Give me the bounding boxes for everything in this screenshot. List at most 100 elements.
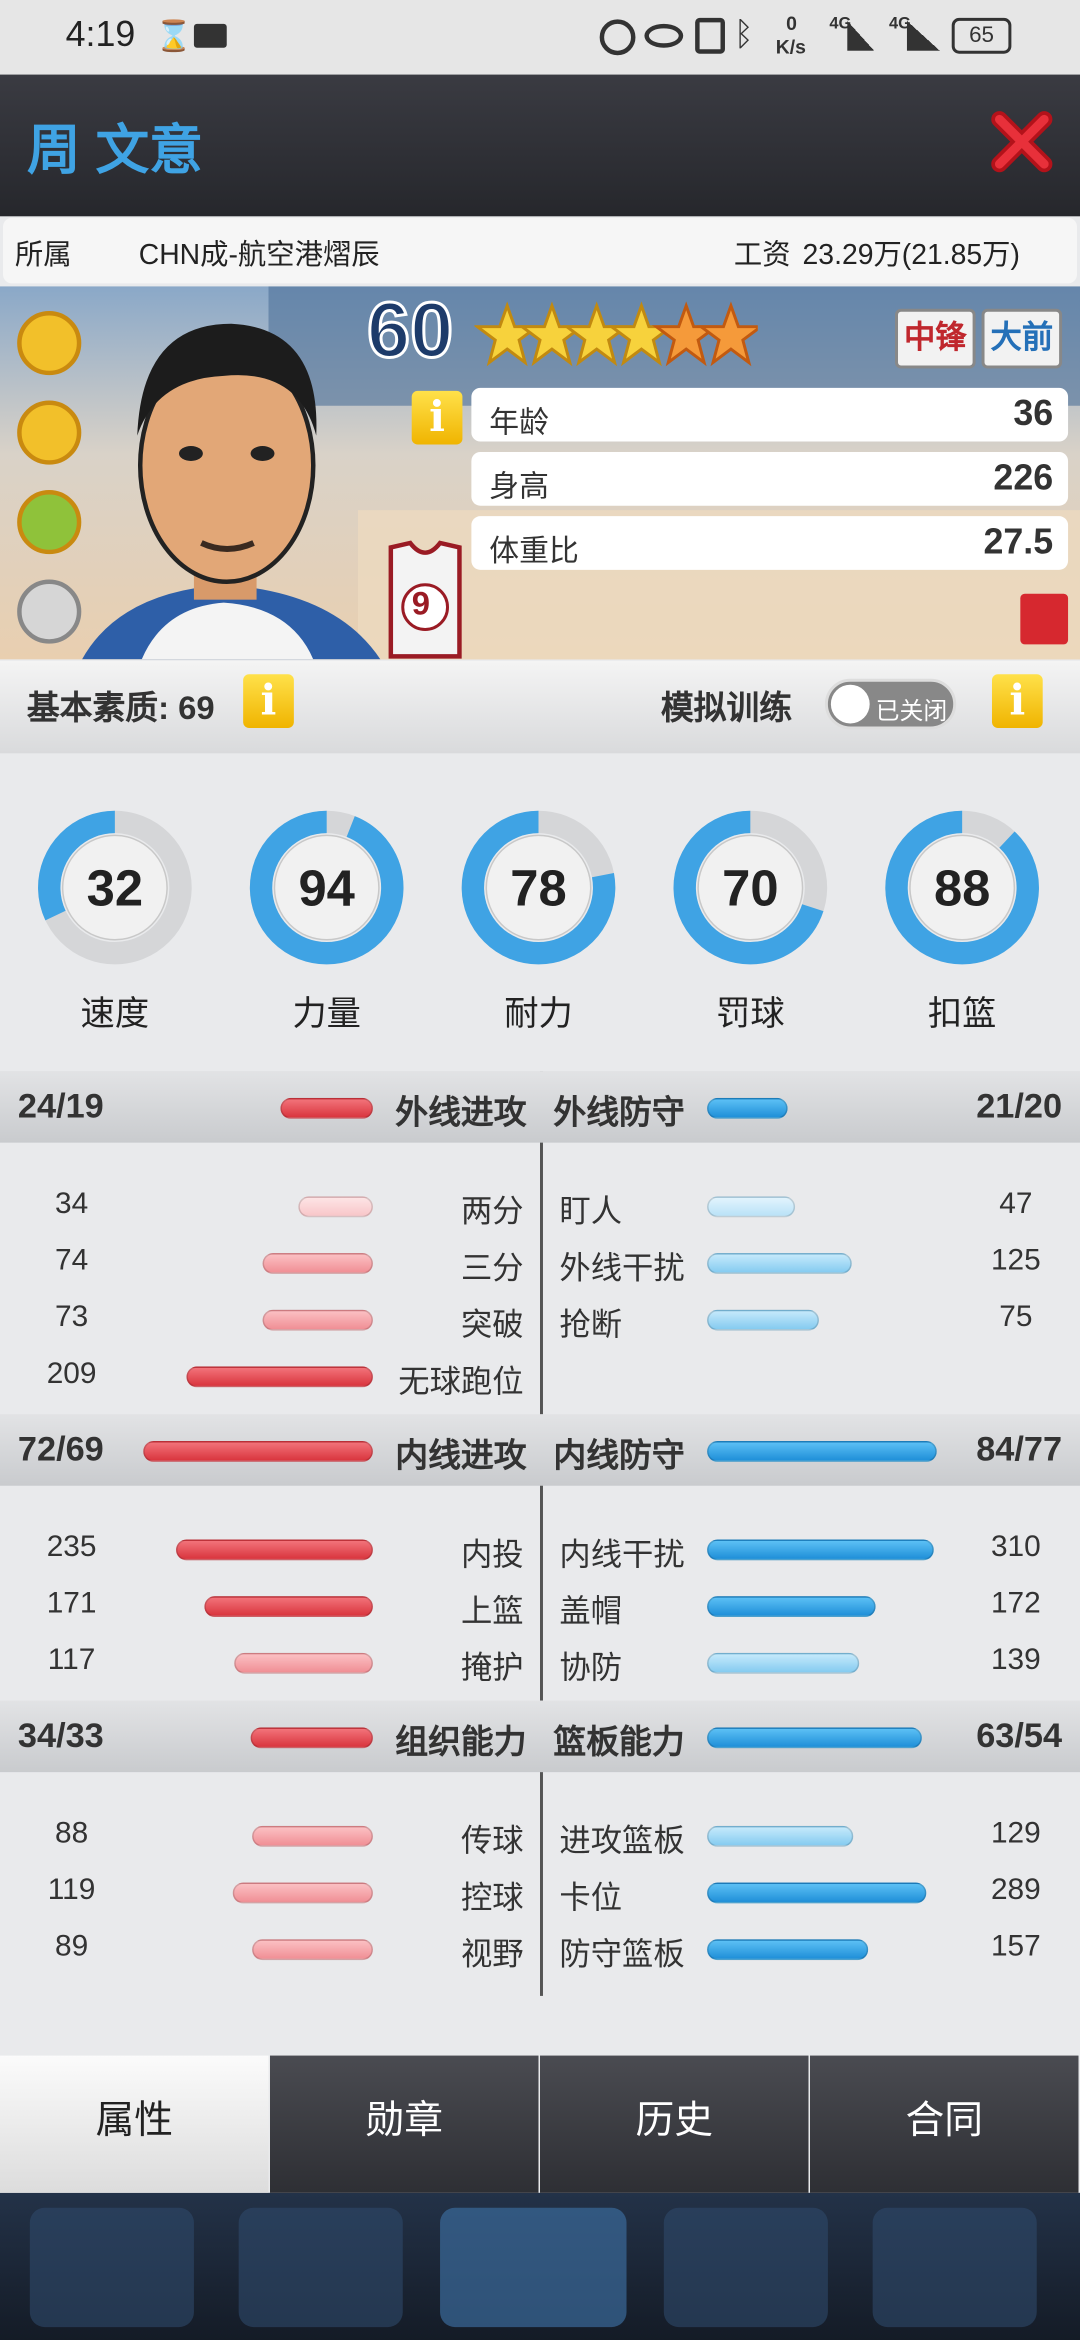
abilities: 32 速度 94 力量 78 耐力 70 罚球 88 扣篮 bbox=[38, 810, 1039, 1033]
ring-center bbox=[909, 834, 1016, 941]
attr-value: 172 bbox=[990, 1587, 1041, 1620]
eye bbox=[179, 446, 203, 461]
jersey-number-bg bbox=[401, 583, 450, 631]
section-title: 组织能力 bbox=[395, 1722, 527, 1761]
attr-label: 协防 bbox=[559, 1651, 623, 1686]
rating: 60 bbox=[365, 286, 454, 376]
attr-label: 外线干扰 bbox=[559, 1251, 685, 1286]
net-speed-unit: K/s bbox=[775, 35, 806, 59]
ring-center bbox=[697, 834, 804, 941]
star bbox=[517, 301, 587, 367]
ring-number: 88 bbox=[934, 859, 990, 916]
attr-value: 139 bbox=[990, 1643, 1041, 1677]
attr-value: 89 bbox=[55, 1930, 89, 1964]
stars bbox=[474, 301, 758, 367]
attr-bar bbox=[707, 1253, 852, 1274]
attr-label: 两分 bbox=[460, 1194, 524, 1230]
basics-bar: 基本素质: 69 i 模拟训练 已关闭 i bbox=[0, 660, 1080, 754]
attr-value: 125 bbox=[990, 1244, 1041, 1277]
attr-label: 三分 bbox=[460, 1251, 524, 1286]
basics-label: 基本素质: 69 bbox=[26, 689, 215, 727]
attr-bar bbox=[232, 1882, 373, 1904]
attr-label: 无球跑位 bbox=[398, 1364, 524, 1400]
attr-value: 310 bbox=[990, 1530, 1041, 1564]
position: 中锋 bbox=[895, 308, 976, 369]
stat-value: 226 bbox=[993, 457, 1054, 499]
attr-value: 117 bbox=[47, 1643, 96, 1677]
attr-bar bbox=[251, 1939, 373, 1961]
info-button[interactable]: i bbox=[243, 674, 294, 728]
section-bar bbox=[280, 1097, 373, 1119]
nav-item[interactable] bbox=[440, 2207, 627, 2328]
info-button[interactable]: i bbox=[991, 674, 1043, 728]
shirt bbox=[141, 602, 314, 660]
section-total: 63/54 bbox=[976, 1715, 1063, 1755]
nav-item[interactable] bbox=[238, 2207, 403, 2328]
star bbox=[696, 301, 758, 367]
section-bar bbox=[143, 1440, 373, 1462]
mouth bbox=[200, 540, 255, 552]
attr-label: 传球 bbox=[460, 1824, 524, 1859]
position: 大前 bbox=[981, 308, 1063, 369]
attr-label: 盖帽 bbox=[559, 1594, 623, 1629]
stat-value: 36 bbox=[1013, 393, 1054, 435]
close-button[interactable] bbox=[990, 110, 1053, 173]
training-toggle[interactable]: 已关闭 bbox=[824, 678, 957, 730]
ring-label: 罚球 bbox=[716, 995, 785, 1033]
toggle-state: 已关闭 bbox=[875, 699, 948, 725]
section-title: 篮板能力 bbox=[553, 1722, 685, 1761]
attr-value: 88 bbox=[55, 1816, 89, 1850]
badge bbox=[17, 400, 82, 465]
ring-number: 78 bbox=[510, 859, 566, 916]
section-title: 内线进攻 bbox=[395, 1436, 527, 1474]
tab[interactable]: 合同 bbox=[809, 2055, 1079, 2193]
attr-label: 卡位 bbox=[559, 1881, 623, 1916]
attr-bar bbox=[707, 1539, 934, 1561]
section-total: 72/69 bbox=[17, 1429, 104, 1468]
tab[interactable]: 勋章 bbox=[269, 2055, 539, 2193]
star bbox=[651, 301, 721, 367]
stat-label: 体重比 bbox=[489, 535, 579, 569]
stat-value: 27.5 bbox=[983, 522, 1054, 563]
jersey-number: 9 bbox=[411, 584, 430, 623]
attr-value: 129 bbox=[990, 1816, 1041, 1850]
salary: 23.29万(21.85万) bbox=[802, 240, 1020, 272]
tab[interactable]: 属性 bbox=[0, 2055, 269, 2193]
section-header: 72/69 内线进攻 内线防守 84/77 bbox=[0, 1414, 1080, 1486]
attr-label: 防守篮板 bbox=[559, 1937, 685, 1973]
attr-bar bbox=[186, 1366, 373, 1388]
section-total: 24/19 bbox=[17, 1085, 104, 1125]
attr-value: 289 bbox=[990, 1873, 1041, 1907]
attr-bar bbox=[175, 1539, 373, 1561]
ring-label: 耐力 bbox=[504, 995, 573, 1033]
badge bbox=[17, 490, 82, 555]
attr-bar bbox=[707, 1825, 854, 1847]
attr-bar bbox=[262, 1253, 373, 1274]
stat-row: 年龄 36 bbox=[471, 387, 1069, 442]
attr-label: 内线干扰 bbox=[559, 1537, 685, 1573]
star bbox=[607, 301, 676, 367]
nav-item[interactable] bbox=[29, 2207, 194, 2328]
section-total: 34/33 bbox=[17, 1715, 104, 1755]
net-speed: 0 bbox=[786, 11, 797, 35]
section-bar bbox=[707, 1097, 788, 1119]
star bbox=[562, 301, 631, 367]
section-total: 84/77 bbox=[976, 1429, 1063, 1468]
attr-bar bbox=[262, 1309, 373, 1331]
ring-center bbox=[485, 834, 592, 941]
info-button[interactable]: i bbox=[411, 390, 463, 445]
eye-icon bbox=[644, 23, 684, 48]
nfc-icon bbox=[695, 17, 725, 54]
nav-item[interactable] bbox=[663, 2207, 828, 2328]
tab[interactable]: 历史 bbox=[539, 2055, 809, 2193]
section-bar bbox=[250, 1727, 373, 1749]
attr-value: 157 bbox=[990, 1930, 1041, 1964]
ring-number: 32 bbox=[87, 859, 143, 916]
attr-value: 34 bbox=[55, 1187, 89, 1221]
mail-icon bbox=[193, 23, 227, 48]
section-title: 内线防守 bbox=[553, 1436, 685, 1474]
nav-item[interactable] bbox=[872, 2207, 1037, 2328]
attr-value: 75 bbox=[999, 1300, 1033, 1334]
stat-label: 年龄 bbox=[489, 407, 549, 441]
